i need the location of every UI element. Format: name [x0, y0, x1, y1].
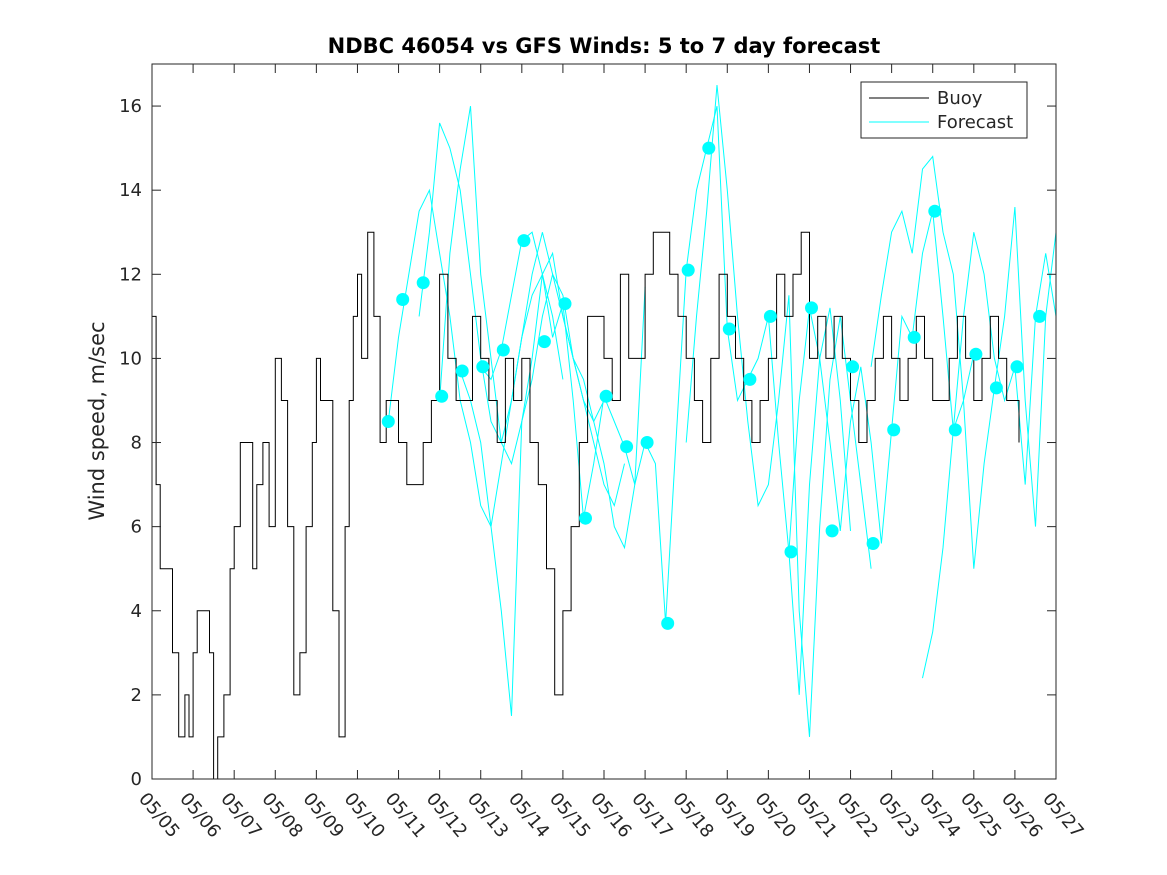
- y-tick-label: 14: [119, 180, 142, 201]
- forecast-line: [480, 231, 667, 624]
- legend: Buoy Forecast: [860, 81, 1028, 139]
- forecast-marker: [805, 301, 818, 315]
- y-tick-label: 8: [131, 433, 142, 454]
- forecast-marker: [455, 364, 469, 378]
- forecast-line: [922, 232, 1056, 679]
- forecast-marker: [496, 343, 510, 357]
- forecast-marker: [435, 389, 449, 403]
- forecast-marker: [517, 234, 531, 248]
- forecast-marker: [416, 276, 430, 290]
- forecast-line: [439, 106, 625, 508]
- forecast-line: [788, 211, 975, 552]
- forecast-line: [870, 155, 1056, 569]
- forecast-marker: [537, 335, 551, 349]
- forecast-marker: [722, 322, 736, 336]
- forecast-marker: [907, 330, 921, 344]
- forecast-line: [387, 188, 564, 529]
- y-tick-label: 12: [119, 264, 142, 285]
- legend-forecast-label: Forecast: [937, 112, 1013, 133]
- forecast-marker: [558, 297, 572, 311]
- y-tick-label: 0: [131, 769, 142, 790]
- forecast-marker: [476, 360, 490, 374]
- forecast-marker: [887, 423, 901, 437]
- y-tick-label: 10: [119, 348, 142, 369]
- forecast-marker: [866, 537, 880, 550]
- forecast-marker: [969, 347, 983, 361]
- forecast-marker: [948, 423, 962, 437]
- buoy-line: [152, 231, 1020, 779]
- legend-box: [860, 81, 1028, 139]
- y-tick-label: 6: [131, 517, 142, 538]
- y-tick-label: 4: [131, 601, 142, 622]
- forecast-marker: [702, 141, 716, 155]
- forecast-marker: [396, 293, 410, 306]
- forecast-marker: [743, 372, 757, 386]
- forecast-marker: [640, 436, 654, 449]
- forecast-markers-group: [381, 141, 1047, 630]
- forecast-marker: [846, 360, 860, 374]
- legend-buoy-label: Buoy: [937, 88, 983, 109]
- forecast-marker: [381, 415, 395, 428]
- forecast-marker: [763, 309, 777, 323]
- forecast-marker: [784, 545, 798, 559]
- forecast-marker: [1033, 309, 1047, 323]
- y-axis: 0 2 4 6 8 10 12 14 16: [119, 96, 1056, 790]
- plot-area: [152, 64, 1056, 779]
- forecast-marker: [579, 511, 592, 525]
- buoy-line-group: [152, 231, 1020, 779]
- y-tick-label: 2: [131, 685, 142, 706]
- forecast-marker: [681, 263, 695, 277]
- forecast-marker: [599, 389, 613, 403]
- forecast-line: [459, 251, 646, 716]
- y-axis-label: Wind speed, m/sec: [85, 321, 109, 520]
- forecast-marker: [928, 204, 942, 218]
- y-tick-label: 16: [119, 96, 142, 117]
- forecast-marker: [825, 524, 839, 538]
- forecast-marker: [620, 440, 634, 454]
- forecast-marker: [661, 616, 675, 630]
- forecast-marker: [989, 381, 1003, 395]
- chart-title: NDBC 46054 vs GFS Winds: 5 to 7 day fore…: [328, 34, 881, 58]
- forecast-marker: [1010, 360, 1024, 374]
